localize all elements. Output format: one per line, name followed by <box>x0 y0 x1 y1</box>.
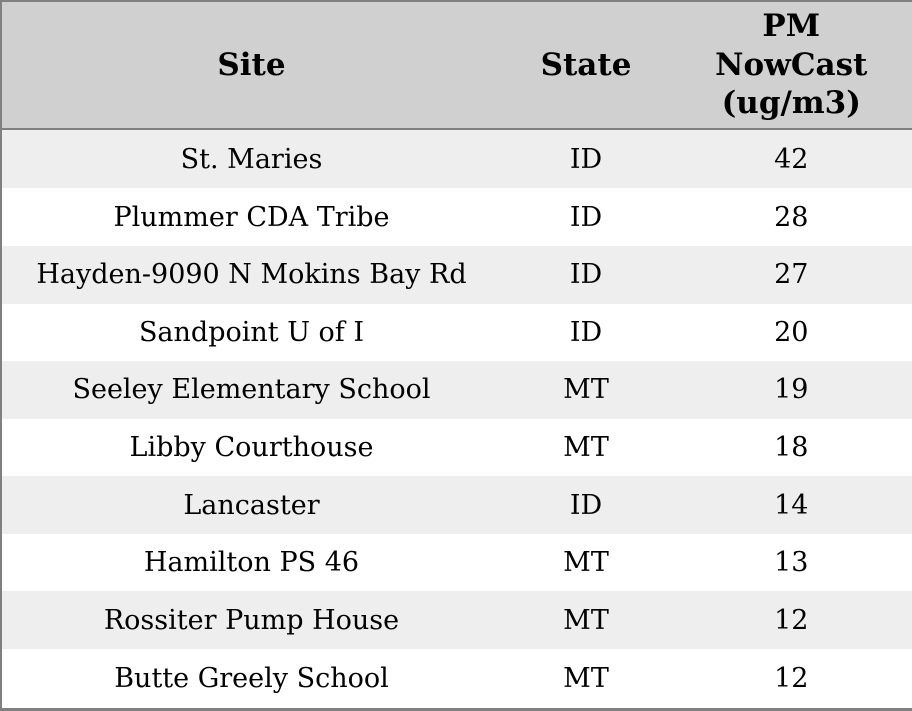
site-cell: Seeley Elementary School <box>72 374 431 406</box>
site-cell: Rossiter Pump House <box>103 604 400 636</box>
pm-value-cell: 20 <box>774 316 809 348</box>
pm-value-cell: 12 <box>774 604 809 636</box>
site-cell: Hamilton PS 46 <box>143 547 360 579</box>
column-header-site: Site <box>1 1 501 130</box>
table-row: St. Maries ID 42 <box>1 129 912 189</box>
site-cell: Plummer CDA Tribe <box>113 201 390 233</box>
table-row: Hayden-9090 N Mokins Bay Rd ID 27 <box>1 246 912 304</box>
state-cell: MT <box>563 374 609 406</box>
site-cell: Libby Courthouse <box>129 432 374 464</box>
site-cell: Sandpoint U of I <box>138 316 365 348</box>
table-row: Hamilton PS 46 MT 13 <box>1 533 912 592</box>
table-row: Lancaster ID 14 <box>1 476 912 534</box>
site-cell: Lancaster <box>183 489 320 521</box>
site-cell: Hayden-9090 N Mokins Bay Rd <box>36 259 467 291</box>
pm-value-cell: 28 <box>774 201 809 233</box>
pm-value-cell: 13 <box>774 547 809 579</box>
pm-value-cell: 42 <box>774 143 809 175</box>
state-cell: MT <box>563 604 609 636</box>
pm-value-cell: 12 <box>774 663 809 695</box>
state-cell: ID <box>569 489 603 521</box>
table-row: Libby Courthouse MT 18 <box>1 418 912 477</box>
column-header-pm-nowcast: PM NowCast (ug/m3) <box>671 1 912 130</box>
pm-value-cell: 18 <box>774 432 809 464</box>
table-header: Site State PM NowCast (ug/m3) <box>1 1 912 130</box>
state-cell: MT <box>563 547 609 579</box>
pm-value-cell: 27 <box>774 259 809 291</box>
table-row: Rossiter Pump House MT 12 <box>1 591 912 650</box>
state-cell: MT <box>563 432 609 464</box>
state-cell: ID <box>569 316 603 348</box>
table-row: Seeley Elementary School MT 19 <box>1 361 912 419</box>
pm-value-cell: 14 <box>774 489 809 521</box>
table-row: Sandpoint U of I ID 20 <box>1 303 912 362</box>
state-cell: ID <box>569 201 603 233</box>
site-cell: Butte Greely School <box>114 663 389 695</box>
state-cell: MT <box>563 663 609 695</box>
state-cell: ID <box>569 259 603 291</box>
site-cell: St. Maries <box>180 143 323 175</box>
table-body: St. Maries ID 42 Plummer CDA Tribe ID 28… <box>1 129 912 710</box>
table-row: Butte Greely School MT 12 <box>1 649 912 710</box>
state-cell: ID <box>569 143 603 175</box>
column-header-state: State <box>501 1 671 130</box>
table-row: Plummer CDA Tribe ID 28 <box>1 188 912 247</box>
pm-value-cell: 19 <box>774 374 809 406</box>
header-row: Site State PM NowCast (ug/m3) <box>1 1 912 130</box>
